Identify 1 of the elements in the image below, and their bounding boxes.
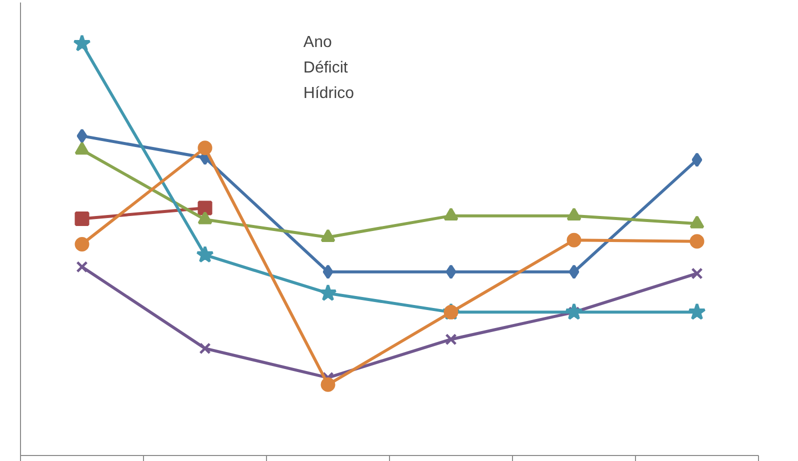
annotation: Ano Déficit Hídrico — [303, 34, 354, 102]
